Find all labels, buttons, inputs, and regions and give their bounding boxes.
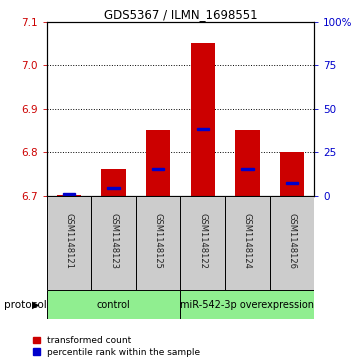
Bar [146, 130, 170, 196]
Bar [47, 290, 180, 319]
Text: GSM1148121: GSM1148121 [65, 213, 74, 269]
Bar [91, 196, 136, 290]
Bar [241, 168, 253, 170]
Bar [180, 196, 225, 290]
Text: GSM1148124: GSM1148124 [243, 213, 252, 269]
Bar [136, 196, 180, 290]
Text: control: control [97, 300, 131, 310]
Legend: transformed count, percentile rank within the sample: transformed count, percentile rank withi… [34, 336, 200, 357]
Bar [63, 193, 75, 196]
Bar [180, 290, 314, 319]
Text: GSM1148122: GSM1148122 [198, 213, 207, 269]
Bar [191, 43, 215, 196]
Bar [279, 152, 304, 196]
Text: GSM1148126: GSM1148126 [287, 213, 296, 269]
Bar [270, 196, 314, 290]
Text: GSM1148125: GSM1148125 [154, 213, 163, 269]
Title: GDS5367 / ILMN_1698551: GDS5367 / ILMN_1698551 [104, 8, 257, 21]
Text: miR-542-3p overexpression: miR-542-3p overexpression [180, 300, 314, 310]
Bar [225, 196, 270, 290]
Bar [57, 195, 82, 196]
Bar [286, 182, 298, 184]
Bar [108, 187, 120, 189]
Text: protocol: protocol [4, 300, 46, 310]
Bar [101, 169, 126, 196]
Text: GSM1148123: GSM1148123 [109, 213, 118, 269]
Bar [235, 130, 260, 196]
Text: ▶: ▶ [32, 300, 40, 310]
Bar [196, 128, 209, 130]
Bar [47, 196, 91, 290]
Bar [152, 168, 165, 170]
